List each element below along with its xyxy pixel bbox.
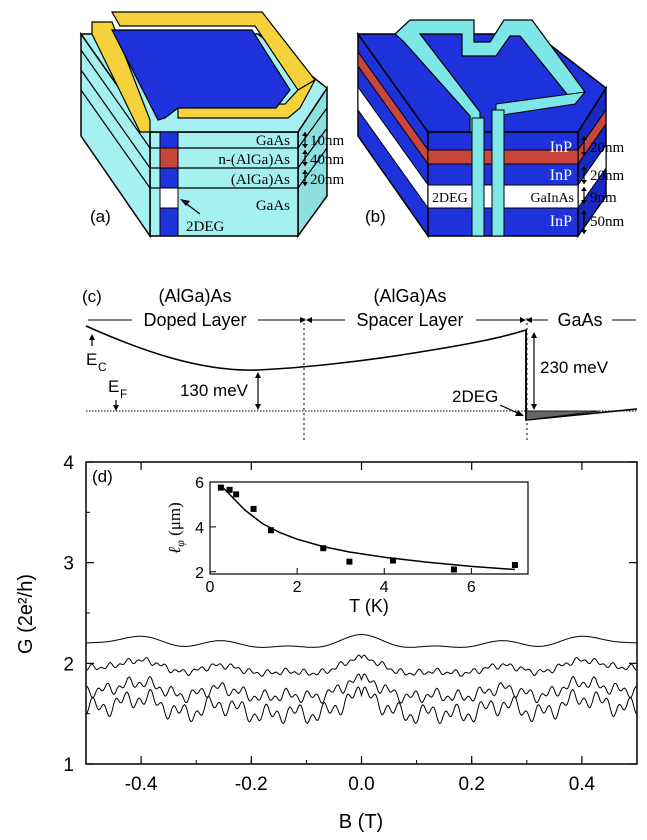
conductance-trace (85, 654, 638, 677)
panel-a-thickness-1: 10nm (310, 133, 345, 149)
inset-y-tick-label: 4 (195, 520, 204, 537)
main-y-axis-label: G (2e²/h) (15, 574, 37, 654)
inset-data-point (450, 566, 457, 573)
x-tick-label: -0.4 (125, 774, 158, 795)
panel-b-thickness-3: 9nm (590, 190, 617, 206)
panel-b-layer-1: InP (550, 139, 572, 156)
panel-d: (d) -0.4 -0.2 0.0 0.2 0.4 1 2 3 4 G (2e²/h) B (T… (15, 453, 638, 833)
inset-x-tick-label: 2 (293, 579, 302, 596)
panel-a-layer-2: n-(AlGa)As (218, 152, 290, 168)
panel-b-2deg-label: 2DEG (432, 191, 468, 206)
ec-subscript: C (98, 360, 107, 374)
region-1-line2: Doped Layer (143, 310, 246, 330)
y-tick-label: 1 (63, 755, 74, 776)
inset-data-point (389, 557, 396, 564)
panel-c: (c) (AlGa)As Doped Layer (AlGa)As Spacer… (82, 286, 638, 440)
region-2-line1: (AlGa)As (373, 286, 446, 306)
y-tick-label: 3 (63, 554, 74, 575)
panel-a-label: (a) (90, 207, 111, 226)
conductance-trace (85, 673, 638, 704)
panel-b-label: (b) (365, 207, 386, 226)
panel-a-layer-3: (AlGa)As (231, 172, 290, 188)
inset-x-tick-label: 6 (467, 579, 476, 596)
region-1-line1: (AlGa)As (158, 286, 231, 306)
inset-x-tick-label: 0 (206, 579, 215, 596)
inset-data-point (511, 562, 518, 569)
panel-a-2deg-label: 2DEG (186, 219, 224, 235)
main-curves (85, 633, 638, 725)
panel-b-layer-4: InP (550, 213, 572, 230)
inset-data-point (233, 491, 240, 498)
conductance-trace (85, 686, 638, 725)
inset-x-tick-label: 4 (380, 579, 389, 596)
panel-d-label: (d) (92, 467, 113, 486)
panel-b-thickness-1: 20nm (590, 140, 625, 156)
inset-y-axis-label: ℓφ (μm) (165, 502, 187, 554)
panel-c-label: (c) (82, 287, 102, 306)
panel-b-layer-2: InP (550, 167, 572, 184)
ef-subscript: F (120, 387, 127, 401)
x-tick-label: 0.0 (348, 774, 374, 795)
region-3-line2: GaAs (557, 310, 602, 330)
region-2-line2: Spacer Layer (356, 310, 463, 330)
y-tick-label: 2 (63, 654, 74, 675)
panel-a: GaAs n-(AlGa)As (AlGa)As GaAs 2DEG (a) 1… (79, 11, 345, 239)
inset-y-tick-label: 6 (195, 475, 204, 492)
conduction-band (85, 325, 638, 421)
energy-230: 230 meV (540, 358, 609, 377)
ef-label: E (108, 377, 119, 396)
panel-a-layer-1: GaAs (256, 133, 290, 149)
ec-label: E (86, 350, 97, 369)
inset-data-point (267, 527, 274, 534)
x-tick-label: 0.4 (569, 774, 596, 795)
panel-c-2deg-label: 2DEG (452, 387, 498, 406)
energy-130: 130 meV (180, 381, 249, 400)
y-tick-label: 4 (63, 453, 74, 474)
inset-data-point (320, 545, 327, 552)
panel-a-thickness-2: 40nm (310, 152, 345, 168)
panel-a-layer-4: GaAs (256, 198, 290, 214)
inset-data-point (217, 484, 224, 491)
inset-data-point (226, 486, 233, 493)
x-tick-label: 0.2 (458, 774, 484, 795)
panel-b-layer-3: GaInAs (530, 191, 574, 206)
panel-b-thickness-2: 20nm (590, 168, 625, 184)
main-x-axis-label: B (T) (339, 811, 383, 833)
inset-x-axis-label: T (K) (349, 596, 389, 616)
panel-b-thickness-4: 50nm (590, 214, 625, 230)
x-tick-label: -0.2 (235, 774, 268, 795)
inset-fit-curve (222, 487, 515, 571)
panel-a-thickness-3: 20nm (310, 172, 345, 188)
main-axis-ticks: -0.4 -0.2 0.0 0.2 0.4 1 2 3 4 (63, 453, 638, 795)
inset-data (217, 484, 518, 573)
inset-data-point (250, 505, 257, 512)
inset-y-tick-label: 2 (195, 565, 204, 582)
inset-data-point (346, 558, 353, 565)
panel-b: InP InP GaInAs InP 2DEG (b) 20nm 20nm 9n… (356, 19, 625, 239)
conductance-trace (85, 633, 638, 648)
panel-a-mesa (111, 29, 291, 121)
inset-plot-frame (209, 481, 529, 575)
